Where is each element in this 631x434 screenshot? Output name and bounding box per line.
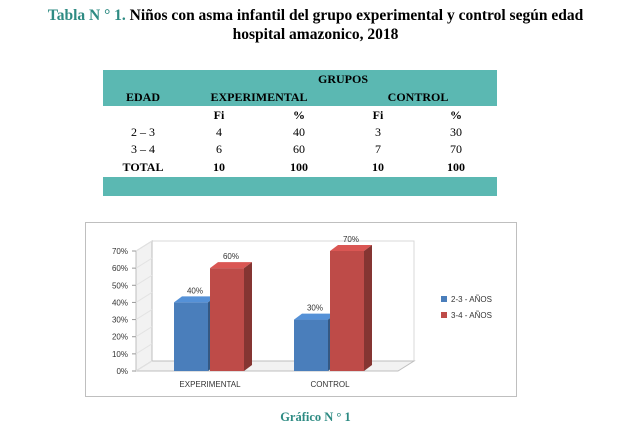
table-title-line1: Niños con asma infantil del grupo experi…: [129, 7, 584, 24]
bar: [210, 268, 244, 371]
cell-ctl-fi: 7: [375, 142, 381, 156]
y-gridline: [135, 343, 153, 355]
legend-label: 3-4 - AÑOS: [451, 311, 492, 320]
table-row-total: TOTAL 10 100 10 100: [103, 159, 497, 175]
data-label: 60%: [223, 252, 239, 261]
bar-top: [210, 262, 252, 269]
table-footer-band: [103, 177, 497, 196]
chart-side-wall: [135, 240, 153, 372]
y-tick-label: 0%: [116, 367, 128, 376]
table-title-label: Tabla N ° 1.: [47, 7, 126, 24]
legend-swatch: [441, 296, 447, 302]
y-gridline: [135, 257, 153, 269]
cell-exp-pct: 100: [290, 160, 308, 174]
table-title: Tabla N ° 1. Niños con asma infantil del…: [0, 6, 631, 44]
header-control: CONTROL: [387, 90, 449, 104]
sub-ctl-fi: Fi: [372, 108, 384, 122]
bar-top: [294, 313, 336, 320]
y-tick-label: 10%: [112, 350, 128, 359]
bar-chart-svg: 0% 10% 20% 30% 40% 50% 60% 70% 40% 30% 60% 70% EXPER…: [112, 235, 492, 389]
bar-top: [174, 296, 216, 303]
cell-exp-fi: 6: [216, 142, 222, 156]
y-gridline: [135, 274, 153, 286]
y-gridline: [135, 292, 153, 303]
cell-exp-fi: 10: [213, 160, 225, 174]
table-row: 3 – 4 6 60 7 70: [103, 141, 497, 157]
figure-caption: Gráfico N ° 1: [280, 410, 351, 424]
sub-exp-fi: Fi: [213, 108, 225, 122]
bar: [294, 319, 328, 371]
y-gridline: [135, 240, 153, 252]
table-header-band: [103, 70, 497, 106]
cell-exp-pct: 40: [293, 125, 305, 139]
header-edad: EDAD: [125, 90, 160, 104]
y-tick-label: 30%: [112, 316, 128, 325]
header-grupos: GRUPOS: [317, 72, 368, 86]
table-subheader-row: Fi % Fi %: [103, 107, 497, 123]
y-gridline: [135, 326, 153, 338]
x-category-label: EXPERIMENTAL: [179, 380, 241, 389]
y-gridline: [135, 360, 153, 372]
bar-top: [330, 245, 372, 251]
bar: [330, 251, 364, 371]
cell-exp-pct: 60: [293, 142, 305, 156]
cell-ctl-fi: 10: [372, 160, 384, 174]
x-category-label: CONTROL: [310, 380, 350, 389]
data-label: 30%: [307, 304, 323, 313]
sub-ctl-pct: %: [450, 108, 462, 122]
y-gridline: [135, 309, 153, 320]
cell-exp-fi: 4: [216, 125, 222, 139]
legend-label: 2-3 - AÑOS: [451, 295, 492, 304]
cell-edad: 3 – 4: [131, 142, 155, 156]
cell-ctl-pct: 100: [447, 160, 465, 174]
bar-side: [364, 245, 372, 371]
bar-side: [244, 262, 252, 371]
cell-ctl-pct: 70: [450, 142, 462, 156]
legend-swatch: [441, 312, 447, 318]
bar: [174, 302, 208, 371]
sub-exp-pct: %: [293, 108, 305, 122]
y-tick-label: 60%: [112, 264, 128, 273]
cell-edad: 2 – 3: [131, 125, 155, 139]
table-title-line2: hospital amazonico, 2018: [232, 26, 399, 43]
cell-ctl-fi: 3: [375, 125, 381, 139]
data-label: 40%: [187, 286, 203, 295]
cell-ctl-pct: 30: [450, 125, 462, 139]
data-label: 70%: [343, 235, 359, 244]
y-tick-label: 70%: [112, 247, 128, 256]
table-row: 2 – 3 4 40 3 30: [103, 124, 497, 140]
header-experimental: EXPERIMENTAL: [210, 90, 308, 104]
cell-edad: TOTAL: [122, 160, 164, 174]
y-tick-label: 20%: [112, 333, 128, 342]
y-tick-label: 50%: [112, 281, 128, 290]
bar-chart: 0% 10% 20% 30% 40% 50% 60% 70% 40% 30% 60% 70% EXPER…: [85, 222, 517, 397]
y-tick-label: 40%: [112, 298, 128, 307]
